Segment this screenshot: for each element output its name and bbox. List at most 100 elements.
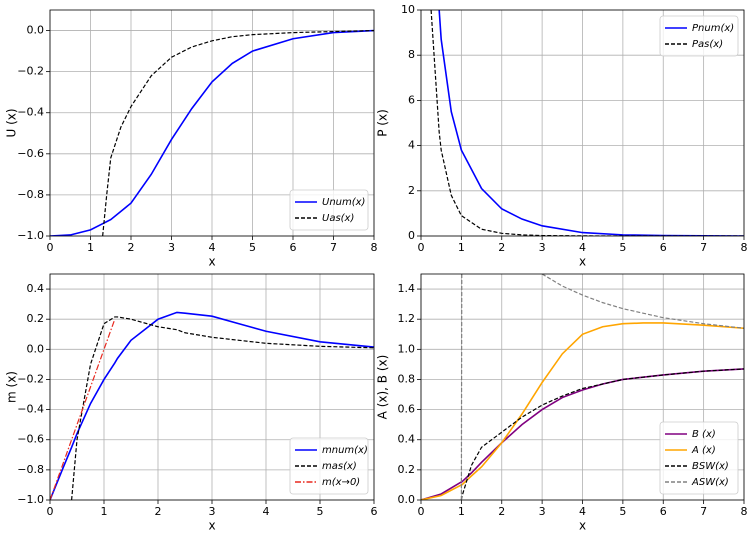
y-tick-label: 8 — [408, 48, 415, 61]
x-tick-label: 2 — [155, 505, 162, 518]
x-tick-label: 0 — [418, 241, 425, 254]
series-line — [460, 368, 744, 500]
x-tick-label: 4 — [263, 505, 270, 518]
x-tick-label: 5 — [619, 241, 626, 254]
y-tick-label: 0.2 — [398, 463, 416, 476]
y-tick-label: 0.0 — [398, 493, 416, 506]
subplot: 0 1 2 3 4 5 6 7 8 −1.0 −0.8 −0.6 −0.4 −0.2 0.0 x U (x) Un… — [5, 9, 378, 269]
legend-label: BSW(x) — [692, 461, 729, 472]
y-axis-label: A (x), B (x) — [376, 355, 390, 420]
legend-label: Pas(x) — [692, 39, 723, 50]
x-tick-label: 3 — [539, 505, 546, 518]
axes-frame — [420, 9, 745, 237]
x-tick-label: 7 — [700, 241, 707, 254]
x-axis-label: x — [208, 519, 215, 533]
y-tick-label: 0.0 — [27, 24, 45, 37]
x-tick-label: 1 — [458, 241, 465, 254]
subplot: 0 1 2 3 4 5 6 7 8 0 2 4 6 8 10 x P (x) Pnum(x) Pas(x) — [376, 3, 748, 269]
x-tick-label: 0 — [47, 241, 54, 254]
y-tick-label: 0.8 — [398, 372, 416, 385]
y-tick-label: 1.0 — [398, 342, 416, 355]
series-line — [50, 311, 374, 500]
axes-frame — [420, 273, 745, 501]
y-tick-label: −0.6 — [17, 147, 44, 160]
x-tick-label: 4 — [579, 241, 586, 254]
subplot: 0 1 2 3 4 5 6 −1.0 −0.8 −0.6 −0.4 −0.2 0.0 0.2 0.4 x m (… — [5, 273, 378, 533]
legend-box — [289, 189, 369, 231]
x-axis-label: x — [579, 255, 586, 269]
x-tick-label: 6 — [290, 241, 297, 254]
legend-label: Uas(x) — [322, 213, 354, 224]
y-tick-label: −0.4 — [17, 403, 44, 416]
y-tick-label: 0.4 — [398, 433, 416, 446]
y-tick-label: −0.6 — [17, 433, 44, 446]
x-tick-label: 8 — [741, 241, 748, 254]
y-tick-label: −1.0 — [17, 493, 44, 506]
x-tick-label: 2 — [128, 241, 135, 254]
subplot: 0 1 2 3 4 5 6 7 8 0.0 0.2 0.4 0.6 0.8 1.0 1.2 1.4 x A (x),… — [376, 273, 748, 533]
y-tick-label: 4 — [408, 139, 415, 152]
x-tick-label: 2 — [498, 241, 505, 254]
legend: B (x) A (x) BSW(x) ASW(x) — [659, 421, 739, 495]
x-tick-label: 5 — [619, 505, 626, 518]
legend-label: ASW(x) — [691, 477, 729, 488]
y-axis-label: m (x) — [5, 371, 19, 403]
y-tick-label: 0.2 — [27, 312, 45, 325]
x-tick-label: 5 — [249, 241, 256, 254]
y-axis-label: P (x) — [376, 109, 390, 137]
x-tick-label: 5 — [317, 505, 324, 518]
x-tick-label: 4 — [209, 241, 216, 254]
y-tick-label: 0.4 — [27, 282, 45, 295]
y-tick-label: −1.0 — [17, 229, 44, 242]
y-tick-label: 6 — [408, 93, 415, 106]
legend: mnum(x) mas(x) m(x→0) — [289, 437, 369, 495]
x-tick-label: 8 — [741, 505, 748, 518]
y-tick-label: 1.2 — [398, 312, 416, 325]
legend-box — [659, 15, 739, 57]
legend-label: Unum(x) — [322, 197, 365, 208]
y-tick-label: −0.2 — [17, 65, 44, 78]
y-axis-label: U (x) — [5, 108, 19, 137]
axes-frame — [49, 9, 375, 237]
y-tick-label: −0.4 — [17, 106, 44, 119]
x-tick-label: 3 — [209, 505, 216, 518]
series-line — [460, 274, 744, 500]
x-tick-label: 7 — [330, 241, 337, 254]
x-tick-label: 1 — [87, 241, 94, 254]
legend-box — [659, 421, 739, 495]
x-axis-label: x — [579, 519, 586, 533]
x-tick-label: 4 — [579, 505, 586, 518]
y-tick-label: −0.2 — [17, 372, 44, 385]
y-tick-label: 10 — [401, 3, 415, 16]
y-tick-label: 0.6 — [398, 403, 416, 416]
y-tick-label: 0 — [408, 229, 415, 242]
x-tick-label: 3 — [168, 241, 175, 254]
legend-label: mas(x) — [322, 461, 357, 472]
series-line — [71, 316, 374, 500]
legend-label: mnum(x) — [322, 445, 368, 456]
axes-frame — [49, 273, 375, 501]
x-tick-label: 8 — [371, 241, 378, 254]
x-tick-label: 0 — [47, 505, 54, 518]
legend-label: m(x→0) — [322, 477, 360, 488]
x-tick-label: 0 — [418, 505, 425, 518]
x-tick-label: 7 — [700, 505, 707, 518]
legend-label: Pnum(x) — [692, 23, 734, 34]
x-tick-label: 2 — [498, 505, 505, 518]
series-line — [430, 10, 744, 236]
legend-label: A (x) — [691, 445, 716, 456]
x-tick-label: 6 — [371, 505, 378, 518]
x-tick-label: 6 — [660, 241, 667, 254]
y-tick-label: −0.8 — [17, 188, 44, 201]
x-axis-label: x — [208, 255, 215, 269]
y-tick-label: 2 — [408, 184, 415, 197]
legend: Unum(x) Uas(x) — [289, 189, 369, 231]
y-tick-label: 1.4 — [398, 282, 416, 295]
x-tick-label: 1 — [101, 505, 108, 518]
series-line — [50, 29, 374, 236]
legend-label: B (x) — [692, 429, 716, 440]
y-tick-label: −0.8 — [17, 463, 44, 476]
legend-box — [289, 437, 369, 495]
x-tick-label: 1 — [458, 505, 465, 518]
y-tick-label: 0.0 — [27, 342, 45, 355]
